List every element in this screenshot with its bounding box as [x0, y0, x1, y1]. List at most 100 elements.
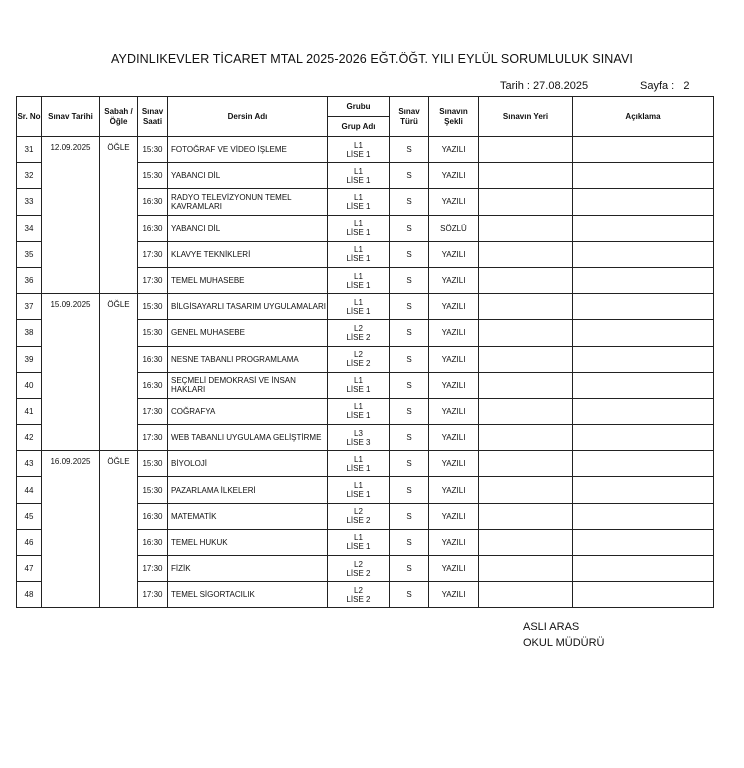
exam-form-cell: YAZILI	[428, 135, 479, 164]
exam-type-cell: S	[389, 188, 429, 216]
table-row: 47 17:30 FİZİK L2 LİSE 2 S YAZILI	[16, 554, 714, 583]
notes-cell	[572, 188, 714, 216]
group-cell: L2 LİSE 2	[327, 319, 390, 347]
notes-cell	[572, 135, 714, 164]
table-row: 31 12.09.2025 ÖĞLE 15:30 FOTOĞRAF VE VİDEO İ…	[16, 135, 714, 295]
exam-form-cell: YAZILI	[428, 424, 479, 452]
group-code: L1	[354, 271, 363, 281]
course-name-cell: KLAVYE TEKNİKLERİ	[167, 240, 328, 268]
sr-no-cell: 36	[16, 266, 42, 295]
group-name: LİSE 1	[346, 280, 371, 290]
exam-place-cell	[478, 135, 573, 164]
exam-place-cell	[478, 162, 573, 190]
course-name-cell: FOTOĞRAF VE VİDEO İŞLEME	[167, 135, 328, 164]
exam-time-cell: 15:30	[137, 319, 168, 347]
course-name-cell: RADYO TELEVİZYONUN TEMEL KAVRAMLARI	[167, 188, 328, 216]
exam-place-cell	[478, 240, 573, 268]
group-name: LİSE 2	[346, 516, 371, 526]
table-row: 32 15:30 YABANCI DİL L1 LİSE 1 S YAZILI	[16, 162, 714, 190]
page-meta: Sayfa : 2	[640, 80, 690, 92]
group-cell: L2 LİSE 2	[327, 502, 390, 530]
group-code: L1	[354, 245, 363, 255]
notes-cell	[572, 345, 714, 373]
course-name-cell: WEB TABANLI UYGULAMA GELİŞTİRME	[167, 424, 328, 452]
exam-type-cell: S	[389, 345, 429, 373]
course-name-cell: NESNE TABANLI PROGRAMLAMA	[167, 345, 328, 373]
notes-cell	[572, 554, 714, 583]
group-name: LİSE 2	[346, 594, 371, 604]
sr-no-cell: 32	[16, 162, 42, 190]
group-cell: L1 LİSE 1	[327, 293, 390, 321]
table-row: 43 16.09.2025 ÖĞLE 15:30 BİYOLOJİ L1 LİSE 1 S YA…	[16, 450, 714, 609]
group-name: LİSE 2	[346, 359, 371, 369]
notes-cell	[572, 371, 714, 399]
exam-form-cell: YAZILI	[428, 502, 479, 530]
group-name: LİSE 3	[346, 437, 371, 447]
header-group-name: Grup Adı	[327, 116, 390, 137]
group-code: L1	[354, 454, 363, 464]
exam-place-cell	[478, 397, 573, 426]
group-code: L2	[354, 585, 363, 595]
exam-form-cell: SÖZLÜ	[428, 214, 479, 242]
group-name: LİSE 1	[346, 385, 371, 395]
sr-no-cell: 48	[16, 581, 42, 609]
exam-form-cell: YAZILI	[428, 162, 479, 190]
group-name: LİSE 1	[346, 306, 371, 316]
group-cell: L1 LİSE 1	[327, 371, 390, 399]
exam-time-cell: 15:30	[137, 135, 168, 164]
notes-cell	[572, 502, 714, 530]
exam-form-cell: YAZILI	[428, 371, 479, 399]
exam-date-cell: 12.09.2025	[41, 135, 100, 295]
table-row: 35 17:30 KLAVYE TEKNİKLERİ L1 LİSE 1 S YAZILI	[16, 240, 714, 268]
group-code: L1	[354, 166, 363, 176]
signatory-role: OKUL MÜDÜRÜ	[523, 637, 605, 649]
page-label: Sayfa :	[640, 80, 675, 92]
header-exam-date: Sınav Tarihi	[41, 96, 100, 137]
exam-time-cell: 16:30	[137, 188, 168, 216]
group-code: L2	[354, 350, 363, 360]
group-cell: L1 LİSE 1	[327, 162, 390, 190]
exam-time-cell: 16:30	[137, 371, 168, 399]
exam-time-cell: 15:30	[137, 450, 168, 478]
exam-date-cell: 15.09.2025	[41, 293, 100, 452]
exam-time-cell: 16:30	[137, 345, 168, 373]
morning-noon-cell: ÖĞLE	[99, 450, 138, 609]
exam-type-cell: S	[389, 554, 429, 583]
header-notes: Açıklama	[572, 96, 714, 137]
exam-form-cell: YAZILI	[428, 319, 479, 347]
notes-cell	[572, 476, 714, 504]
exam-form-cell: YAZILI	[428, 476, 479, 504]
sr-no-cell: 47	[16, 554, 42, 583]
course-name-cell: COĞRAFYA	[167, 397, 328, 426]
exam-form-cell: YAZILI	[428, 397, 479, 426]
sr-no-cell: 37	[16, 293, 42, 321]
group-code: L1	[354, 297, 363, 307]
table-row: 37 15.09.2025 ÖĞLE 15:30 BİLGİSAYARLI TASARI…	[16, 293, 714, 452]
notes-cell	[572, 293, 714, 321]
sr-no-cell: 46	[16, 528, 42, 557]
sr-no-cell: 38	[16, 319, 42, 347]
table-row: 42 17:30 WEB TABANLI UYGULAMA GELİŞTİRME L3…	[16, 424, 714, 452]
notes-cell	[572, 424, 714, 452]
group-name: LİSE 1	[346, 490, 371, 500]
notes-cell	[572, 528, 714, 557]
exam-form-cell: YAZILI	[428, 528, 479, 557]
exam-form-cell: YAZILI	[428, 450, 479, 478]
exam-time-cell: 17:30	[137, 266, 168, 295]
exam-type-cell: S	[389, 319, 429, 347]
group-name: LİSE 1	[346, 254, 371, 264]
group-name: LİSE 1	[346, 175, 371, 185]
group-name: LİSE 2	[346, 332, 371, 342]
course-name-cell: TEMEL SİGORTACILIK	[167, 581, 328, 609]
header-exam-place: Sınavın Yeri	[478, 96, 573, 137]
header-sr-no: Sr. No	[16, 96, 42, 137]
exam-time-cell: 15:30	[137, 293, 168, 321]
exam-date-cell: 16.09.2025	[41, 450, 100, 609]
sr-no-cell: 33	[16, 188, 42, 216]
exam-type-cell: S	[389, 397, 429, 426]
exam-schedule-table: Sr. No Sınav Tarihi Sabah / Öğle Sınav S…	[16, 96, 714, 609]
exam-type-cell: S	[389, 424, 429, 452]
exam-place-cell	[478, 319, 573, 347]
date-label: Tarih :	[500, 80, 530, 92]
notes-cell	[572, 162, 714, 190]
